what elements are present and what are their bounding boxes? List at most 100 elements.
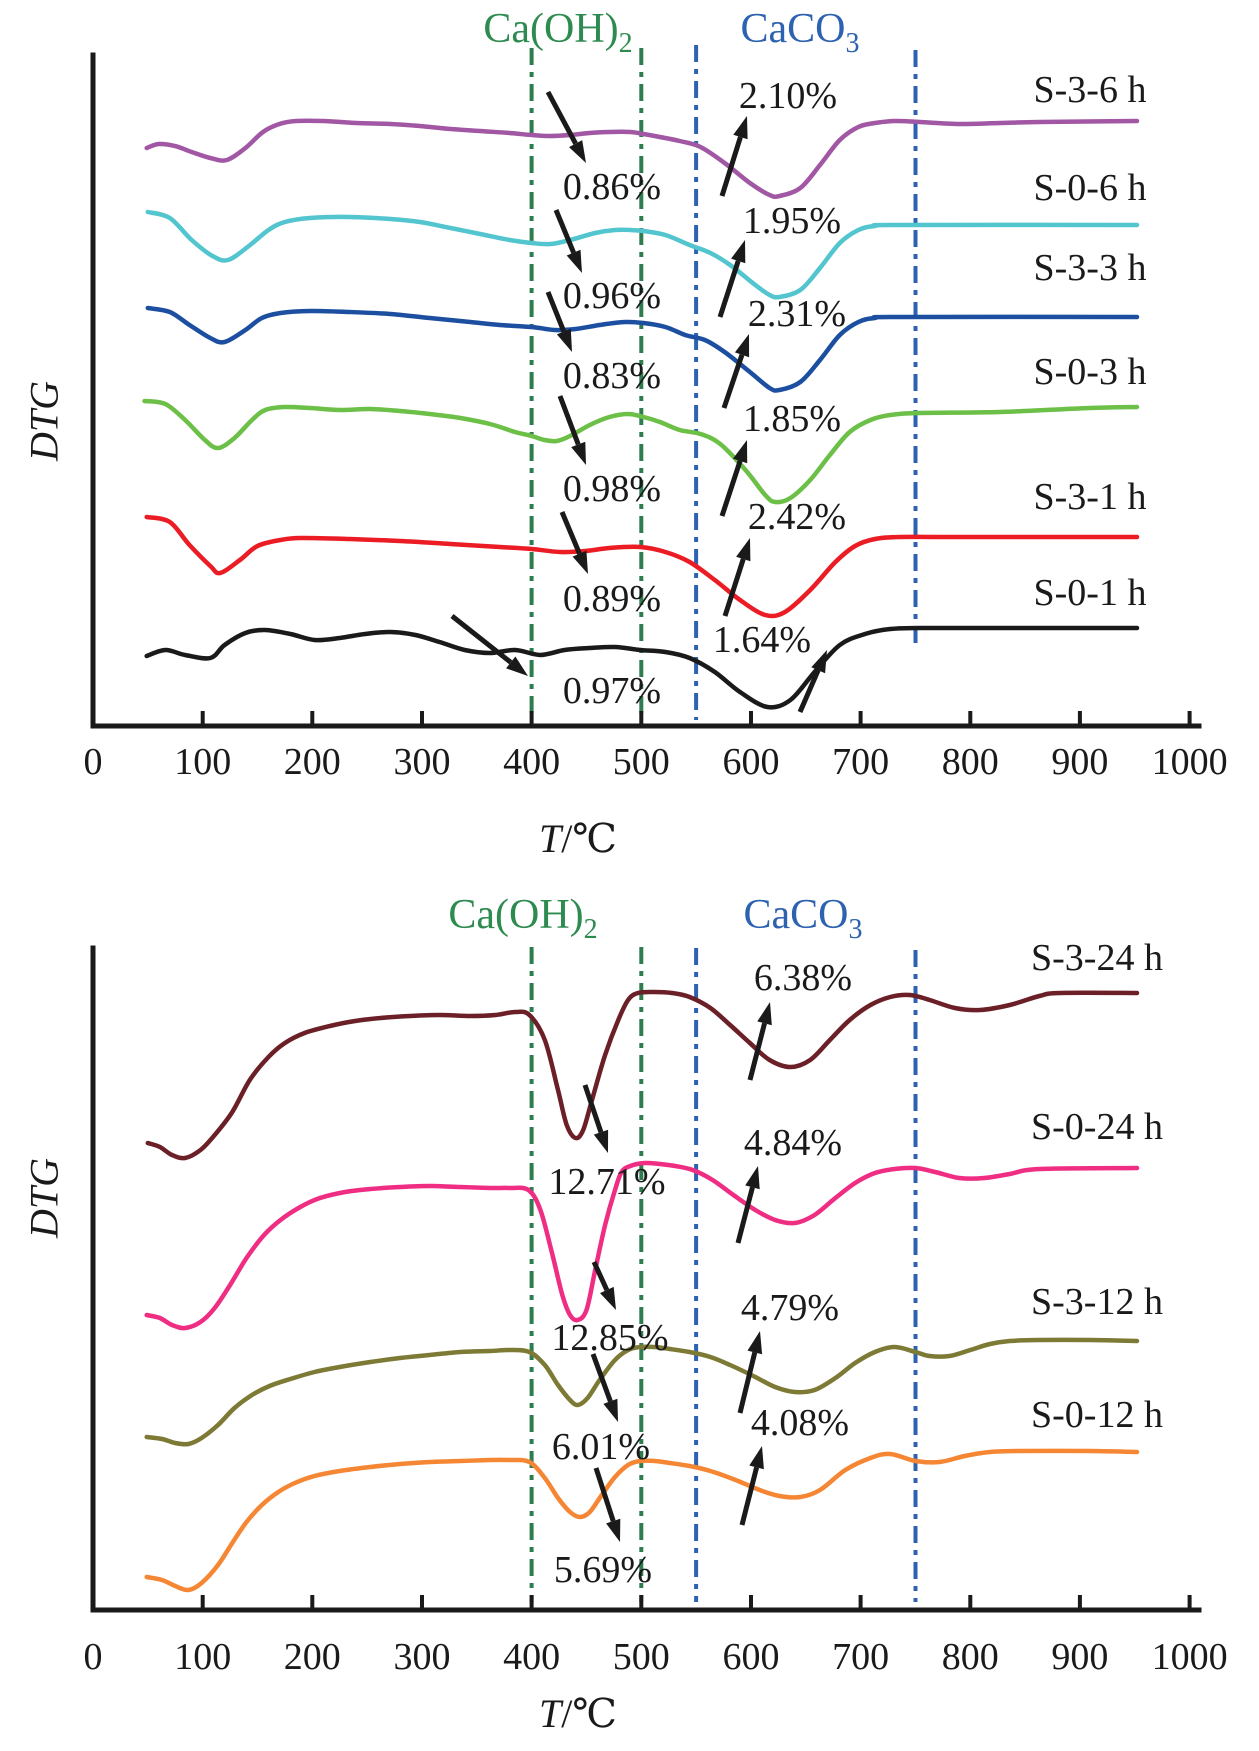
annotation-arrow-6-38 bbox=[747, 1002, 772, 1081]
arrow-shaft bbox=[722, 558, 746, 617]
arrow-shaft bbox=[590, 1353, 613, 1403]
arrow-head bbox=[556, 328, 572, 352]
curve-s-3-6-h bbox=[144, 118, 1140, 200]
curve-s-0-3-h bbox=[142, 398, 1140, 505]
region-title-caco3-main: CaCO bbox=[741, 6, 846, 52]
region-title-caoh2-sub: 2 bbox=[584, 914, 598, 945]
x-tick-label-800: 800 bbox=[942, 741, 999, 783]
arrow-head bbox=[731, 240, 746, 264]
percent-label-0-96: 0.96% bbox=[563, 275, 661, 317]
percent-label-0-89: 0.89% bbox=[563, 578, 661, 620]
arrow-head bbox=[747, 1331, 763, 1355]
percent-label-0-98: 0.98% bbox=[563, 468, 661, 510]
arrow-head bbox=[749, 1446, 764, 1470]
x-tick-label-900: 900 bbox=[1051, 1636, 1108, 1678]
region-title-caco3: CaCO3 bbox=[741, 6, 860, 59]
curve-s-0-1-h bbox=[144, 625, 1140, 710]
arrow-head bbox=[733, 116, 748, 140]
percent-label-0-97: 0.97% bbox=[563, 670, 661, 712]
arrow-head bbox=[734, 334, 750, 358]
arrow-shaft bbox=[545, 90, 578, 145]
annotation-arrow-2-10 bbox=[719, 116, 748, 197]
arrow-shaft bbox=[591, 1260, 610, 1292]
percent-label-12-85: 12.85% bbox=[551, 1317, 668, 1359]
curve-s-0-24-h bbox=[144, 1160, 1140, 1331]
x-tick-label-1000: 1000 bbox=[1152, 1636, 1228, 1678]
region-title-caco3-sub: 3 bbox=[846, 28, 860, 59]
annotation-arrow-4-84 bbox=[735, 1166, 760, 1244]
x-tick-label-800: 800 bbox=[942, 1636, 999, 1678]
percent-label-1-85: 1.85% bbox=[743, 398, 841, 440]
annotation-arrow-4-08 bbox=[739, 1446, 764, 1526]
annotation-arrow-12-85 bbox=[591, 1260, 616, 1310]
annotation-arrow-0-96 bbox=[553, 209, 582, 273]
arrow-head bbox=[593, 1129, 609, 1153]
region-title-caoh2: Ca(OH)2 bbox=[448, 892, 597, 945]
region-title-caoh2-main: Ca(OH) bbox=[448, 892, 583, 938]
x-axis-label-symbol: T bbox=[539, 1691, 564, 1736]
curve-s-0-6-h bbox=[145, 209, 1140, 300]
series-label-s-3-3-h: S-3-3 h bbox=[1034, 247, 1147, 289]
curve-s-3-12-h bbox=[144, 1337, 1140, 1447]
x-tick-label-500: 500 bbox=[613, 741, 670, 783]
percent-label-4-79: 4.79% bbox=[741, 1287, 839, 1329]
x-tick-label-900: 900 bbox=[1051, 741, 1108, 783]
series-label-s-0-12-h: S-0-12 h bbox=[1031, 1394, 1163, 1436]
arrow-shaft bbox=[719, 136, 743, 197]
arrow-shaft bbox=[735, 1186, 755, 1244]
arrow-shaft bbox=[737, 1351, 758, 1414]
x-axis-label-unit: /℃ bbox=[561, 1691, 617, 1736]
x-tick-label-1000: 1000 bbox=[1152, 741, 1228, 783]
arrow-shaft bbox=[557, 395, 581, 446]
annotation-arrow-0-97 bbox=[450, 614, 528, 676]
percent-label-2-42: 2.42% bbox=[748, 496, 846, 538]
y-axis-label: DTG bbox=[22, 381, 67, 462]
annotation-arrow-0-83 bbox=[545, 291, 572, 352]
x-tick-label-200: 200 bbox=[284, 1636, 341, 1678]
x-tick-label-500: 500 bbox=[613, 1636, 670, 1678]
axes bbox=[90, 52, 1202, 729]
curve-s-0-12-h bbox=[144, 1448, 1140, 1593]
arrow-shaft bbox=[717, 260, 741, 318]
curve-s-3-3-h bbox=[145, 305, 1140, 393]
percent-label-0-86: 0.86% bbox=[563, 166, 661, 208]
x-axis-label-symbol: T bbox=[539, 816, 564, 861]
curve-s-3-1-h bbox=[144, 514, 1140, 619]
series-label-s-0-6-h: S-0-6 h bbox=[1034, 167, 1147, 209]
percent-label-2-10: 2.10% bbox=[739, 75, 837, 117]
annotation-arrow-6-01 bbox=[590, 1353, 618, 1422]
annotation-arrow-2-31 bbox=[721, 334, 750, 409]
arrow-shaft bbox=[739, 1466, 760, 1526]
arrow-shaft bbox=[553, 209, 576, 254]
annotation-arrow-4-79 bbox=[737, 1331, 763, 1414]
x-tick-label-400: 400 bbox=[503, 741, 560, 783]
arrow-shaft bbox=[559, 511, 582, 555]
x-tick-label-400: 400 bbox=[503, 1636, 560, 1678]
annotation-arrow-2-42 bbox=[722, 538, 751, 617]
axes bbox=[90, 945, 1202, 1613]
x-axis-label: T/℃ bbox=[539, 816, 617, 861]
region-title-caoh2-main: Ca(OH) bbox=[483, 6, 618, 52]
x-tick-label-600: 600 bbox=[723, 741, 780, 783]
x-tick-label-600: 600 bbox=[723, 1636, 780, 1678]
arrow-head bbox=[506, 656, 528, 676]
series-label-s-3-12-h: S-3-12 h bbox=[1031, 1281, 1163, 1323]
region-title-caoh2: Ca(OH)2 bbox=[483, 6, 632, 59]
series-label-s-3-24-h: S-3-24 h bbox=[1031, 937, 1163, 979]
arrow-head bbox=[603, 1398, 618, 1422]
arrow-head bbox=[733, 440, 748, 464]
x-tick-label-100: 100 bbox=[174, 1636, 231, 1678]
annotation-arrow-1-95 bbox=[717, 240, 746, 318]
x-tick-label-0: 0 bbox=[84, 741, 103, 783]
arrow-shaft bbox=[721, 354, 745, 409]
x-tick-label-300: 300 bbox=[394, 741, 451, 783]
region-title-caoh2-sub: 2 bbox=[619, 28, 633, 59]
x-tick-label-300: 300 bbox=[394, 1636, 451, 1678]
annotation-arrow-5-69 bbox=[593, 1467, 621, 1542]
percent-label-1-64: 1.64% bbox=[713, 619, 811, 661]
percent-label-6-01: 6.01% bbox=[552, 1426, 650, 1468]
x-axis-label-unit: /℃ bbox=[561, 816, 617, 861]
dtg-bottom-chart: 0 100 200 300 400 500 600 700 800 900 1000 T/℃ DTG Ca… bbox=[22, 892, 1228, 1736]
